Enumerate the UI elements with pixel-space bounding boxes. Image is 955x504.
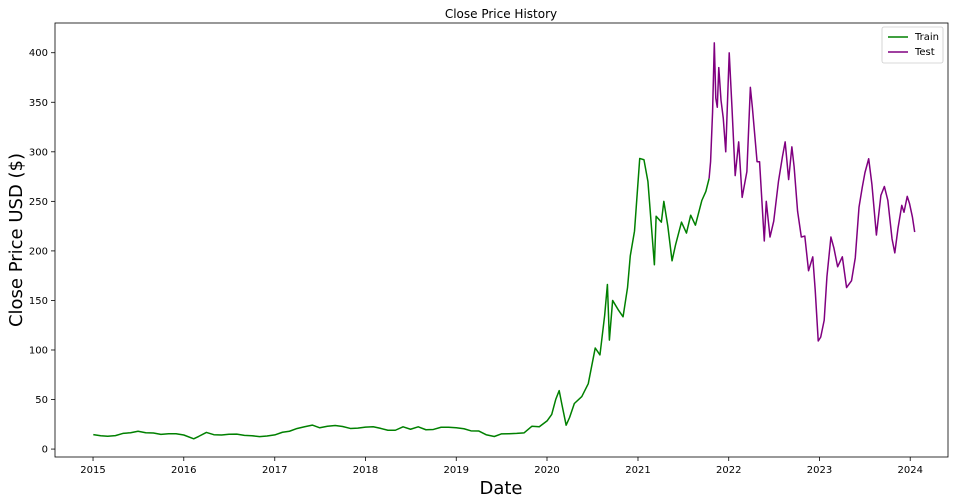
plot-frame xyxy=(54,22,949,458)
y-tick-label: 200 xyxy=(29,246,48,257)
legend-box xyxy=(881,26,944,64)
legend: Train Test xyxy=(881,26,944,64)
legend-test-label: Test xyxy=(914,47,935,58)
x-tick-label: 2015 xyxy=(80,465,105,476)
y-tick-label: 400 xyxy=(29,48,48,59)
y-tick-label: 300 xyxy=(29,147,48,158)
y-tick-label: 350 xyxy=(29,98,48,109)
y-tick-label: 0 xyxy=(42,445,48,456)
y-axis-label: Close Price USD ($) xyxy=(6,153,27,327)
x-tick-label: 2020 xyxy=(534,465,559,476)
series-line-test xyxy=(708,42,916,342)
x-tick-label: 2022 xyxy=(716,465,741,476)
x-tick-label: 2024 xyxy=(897,465,922,476)
x-tick-label: 2016 xyxy=(171,465,196,476)
x-tick-label: 2017 xyxy=(262,465,287,476)
chart-title: Close Price History xyxy=(445,7,557,21)
y-tick-label: 50 xyxy=(35,395,48,406)
x-tick-label: 2019 xyxy=(444,465,469,476)
x-tick-label: 2018 xyxy=(353,465,378,476)
y-tick-label: 100 xyxy=(29,345,48,356)
y-tick-label: 150 xyxy=(29,296,48,307)
y-tick-label: 250 xyxy=(29,197,48,208)
series-line-train xyxy=(93,157,710,440)
x-tick-label: 2023 xyxy=(807,465,832,476)
x-tick-label: 2021 xyxy=(625,465,650,476)
legend-train-label: Train xyxy=(914,32,939,43)
x-axis-label: Date xyxy=(479,478,522,499)
